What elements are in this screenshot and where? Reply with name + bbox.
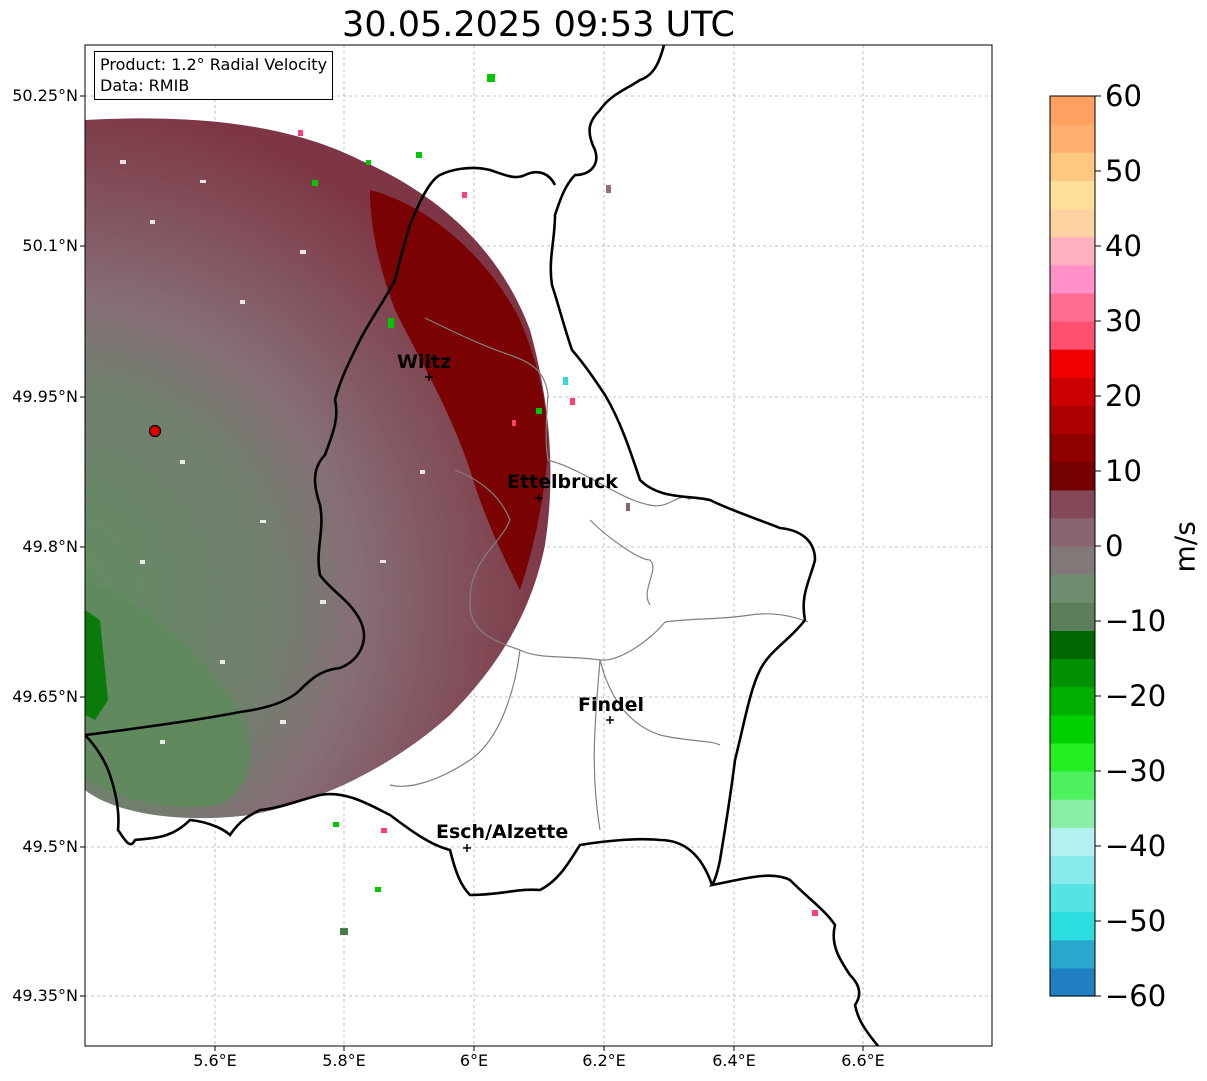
colorbar-tick-label: 20: [1105, 379, 1142, 413]
lon-tick-label: 6°E: [459, 1051, 489, 1070]
colorbar-segment: [1050, 433, 1095, 463]
lon-tick-label: 6.2°E: [582, 1051, 626, 1070]
colorbar-tick-label: −10: [1105, 604, 1167, 638]
colorbar-tick-label: 0: [1105, 529, 1124, 563]
colorbar-segment: [1050, 180, 1095, 210]
colorbar-segment: [1050, 236, 1095, 266]
colorbar-segment: [1050, 124, 1095, 153]
velocity-echo-field: [85, 74, 818, 935]
colorbar-segment: [1050, 461, 1095, 491]
colorbar-segment: [1050, 967, 1095, 997]
colorbar-segment: [1050, 630, 1095, 660]
colorbar-tick-label: −30: [1105, 754, 1167, 788]
colorbar: [1050, 96, 1095, 997]
colorbar-segment: [1050, 96, 1095, 125]
city-label-wiltz: Wiltz: [397, 351, 452, 373]
colorbar-tick-label: 40: [1105, 229, 1142, 263]
colorbar-segment: [1050, 546, 1095, 575]
lon-tick-label: 5.8°E: [322, 1051, 366, 1070]
city-label-findel: Findel: [578, 694, 645, 716]
colorbar-segment: [1050, 827, 1095, 856]
colorbar-tick-label: −60: [1105, 979, 1167, 1013]
product-label: Product: 1.2° Radial Velocity: [100, 55, 328, 74]
canton-boundaries: [389, 317, 809, 831]
colorbar-segment: [1050, 602, 1095, 631]
colorbar-segment: [1050, 714, 1095, 744]
colorbar-segment: [1050, 292, 1095, 322]
product-info-box: Product: 1.2° Radial Velocity Data: RMIB: [94, 51, 334, 100]
colorbar-tick-label: 30: [1105, 304, 1142, 338]
lat-tick-label: 49.8°N: [22, 537, 78, 556]
colorbar-tick-label: −20: [1105, 679, 1167, 713]
colorbar-segment: [1050, 349, 1095, 378]
lat-tick-label: 49.65°N: [12, 687, 78, 706]
lat-tick-label: 49.5°N: [22, 837, 78, 856]
colorbar-segment: [1050, 321, 1095, 350]
colorbar-segment: [1050, 799, 1095, 828]
city-markers: [425, 373, 614, 852]
colorbar-segment: [1050, 489, 1095, 519]
colorbar-segment: [1050, 771, 1095, 800]
lat-tick-label: 50.25°N: [12, 86, 78, 105]
colorbar-tick-label: −50: [1105, 904, 1167, 938]
lon-tick-label: 5.6°E: [193, 1051, 237, 1070]
colorbar-segment: [1050, 686, 1095, 716]
colorbar-unit-label: m/s: [1168, 521, 1202, 573]
colorbar-tick-label: 60: [1105, 79, 1142, 113]
colorbar-segment: [1050, 208, 1095, 238]
city-label-esch-alzette: Esch/Alzette: [436, 821, 569, 843]
colorbar-segment: [1050, 152, 1095, 181]
plot-frame: [84, 44, 993, 1047]
lon-tick-label: 6.4°E: [712, 1051, 756, 1070]
colorbar-segment: [1050, 883, 1095, 913]
lat-tick-label: 49.35°N: [12, 986, 78, 1005]
colorbar-segment: [1050, 742, 1095, 772]
country-border: [85, 45, 880, 1046]
colorbar-segment: [1050, 377, 1095, 406]
colorbar-tick-label: −40: [1105, 829, 1167, 863]
colorbar-tick-label: 10: [1105, 454, 1142, 488]
colorbar-segment: [1050, 264, 1095, 294]
lon-tick-label: 6.6°E: [841, 1051, 885, 1070]
radar-site-marker: [148, 424, 162, 438]
colorbar-segment: [1050, 939, 1095, 969]
colorbar-segment: [1050, 911, 1095, 941]
map-title: 30.05.2025 09:53 UTC: [342, 5, 735, 45]
lat-tick-label: 50.1°N: [22, 236, 78, 255]
colorbar-tick-label: 50: [1105, 154, 1142, 188]
colorbar-segment: [1050, 855, 1095, 885]
city-label-ettelbruck: Ettelbruck: [507, 471, 618, 493]
colorbar-segment: [1050, 574, 1095, 603]
lat-tick-label: 49.95°N: [12, 387, 78, 406]
colorbar-segment: [1050, 658, 1095, 688]
colorbar-segment: [1050, 405, 1095, 435]
data-source-label: Data: RMIB: [100, 76, 190, 95]
colorbar-segment: [1050, 517, 1095, 547]
